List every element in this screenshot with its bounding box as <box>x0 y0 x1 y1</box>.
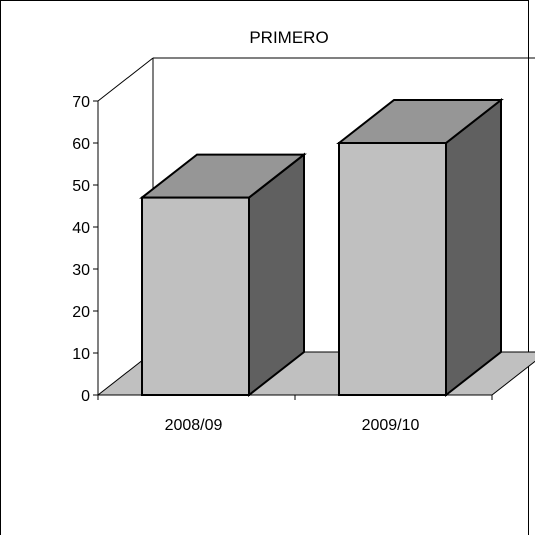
wall-edge-top <box>97 57 154 102</box>
y-tick-label: 10 <box>72 346 90 363</box>
bar-side <box>445 97 502 398</box>
y-tick-label: 0 <box>81 388 90 405</box>
bar <box>139 152 307 398</box>
y-tick-label: 30 <box>72 262 90 279</box>
y-axis: 0 10 20 30 40 50 60 70 <box>72 94 99 405</box>
bar-front <box>338 142 447 396</box>
y-tick-label: 40 <box>72 220 90 237</box>
chart-title: PRIMERO <box>249 28 328 47</box>
bar <box>336 97 504 398</box>
y-tick-label: 60 <box>72 136 90 153</box>
y-tick-label: 50 <box>72 178 90 195</box>
x-tick-label: 2009/10 <box>362 417 420 434</box>
y-tick-label: 70 <box>72 94 90 111</box>
bar-front <box>141 196 250 396</box>
bars <box>139 97 504 398</box>
x-tick-label: 2008/09 <box>165 417 223 434</box>
y-tick-label: 20 <box>72 304 90 321</box>
